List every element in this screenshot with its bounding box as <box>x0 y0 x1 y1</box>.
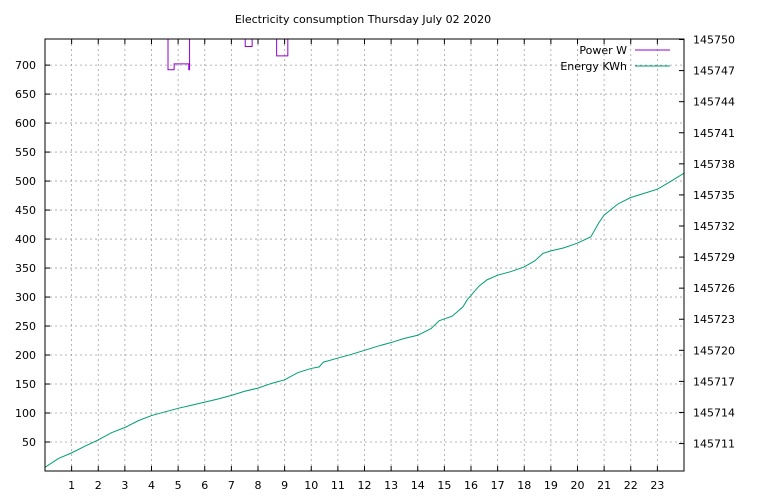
legend-label: Power W <box>579 44 627 57</box>
y-right-tick-label: 145720 <box>693 344 735 357</box>
x-tick-label: 12 <box>358 479 372 492</box>
x-tick-label: 17 <box>491 479 505 492</box>
y-left-tick-label: 700 <box>15 59 36 72</box>
chart-title: Electricity consumption Thursday July 02… <box>235 13 491 26</box>
y-left-tick-label: 350 <box>15 262 36 275</box>
x-tick-label: 1 <box>68 479 75 492</box>
y-left-tick-label: 500 <box>15 175 36 188</box>
y-left-tick-label: 400 <box>15 233 36 246</box>
y-left-tick-label: 50 <box>22 436 36 449</box>
y-right-tick-label: 145723 <box>693 313 735 326</box>
y-right-tick-label: 145729 <box>693 251 735 264</box>
y-right-tick-label: 145732 <box>693 220 735 233</box>
y-left-tick-label: 250 <box>15 320 36 333</box>
y-right-tick-label: 145744 <box>693 96 735 109</box>
x-tick-label: 10 <box>304 479 318 492</box>
y-right-tick-label: 145747 <box>693 65 735 78</box>
x-tick-label: 15 <box>437 479 451 492</box>
y-left-tick-label: 550 <box>15 146 36 159</box>
x-tick-label: 22 <box>624 479 638 492</box>
x-tick-label: 11 <box>331 479 345 492</box>
y-left-tick-label: 300 <box>15 291 36 304</box>
grid <box>45 39 684 471</box>
y-left-tick-label: 450 <box>15 204 36 217</box>
series-line-energy-kwh <box>45 172 684 468</box>
x-tick-label: 18 <box>517 479 531 492</box>
y-right-tick-label: 145738 <box>693 158 735 171</box>
x-tick-label: 9 <box>281 479 288 492</box>
y-right-tick-label: 145750 <box>693 34 735 47</box>
y-right-tick-label: 145726 <box>693 282 735 295</box>
x-tick-label: 2 <box>95 479 102 492</box>
y-right-tick-label: 145741 <box>693 127 735 140</box>
series-line-power-w <box>167 39 289 71</box>
series <box>45 39 684 468</box>
y-left-tick-label: 600 <box>15 117 36 130</box>
legend-label: Energy KWh <box>560 60 627 73</box>
x-tick-label: 14 <box>411 479 425 492</box>
axis-ticks: 1 2 3 4 5 6 7 8 9 10 11 12 13 14 15 16 17 18 19 20 21 22 23501… <box>15 34 735 492</box>
x-tick-label: 5 <box>175 479 182 492</box>
y-right-tick-label: 145717 <box>693 375 735 388</box>
legend: Power W Energy KWh <box>560 44 670 73</box>
x-tick-label: 16 <box>464 479 478 492</box>
x-tick-label: 3 <box>121 479 128 492</box>
x-tick-label: 19 <box>544 479 558 492</box>
x-tick-label: 4 <box>148 479 155 492</box>
x-tick-label: 7 <box>228 479 235 492</box>
y-left-tick-label: 650 <box>15 88 36 101</box>
x-tick-label: 20 <box>571 479 585 492</box>
y-right-tick-label: 145735 <box>693 189 735 202</box>
y-right-tick-label: 145711 <box>693 438 735 451</box>
x-tick-label: 13 <box>384 479 398 492</box>
x-tick-label: 21 <box>597 479 611 492</box>
y-left-tick-label: 100 <box>15 407 36 420</box>
y-left-tick-label: 200 <box>15 349 36 362</box>
y-left-tick-label: 150 <box>15 378 36 391</box>
y-right-tick-label: 145714 <box>693 406 735 419</box>
x-tick-label: 8 <box>255 479 262 492</box>
x-tick-label: 23 <box>650 479 664 492</box>
x-tick-label: 6 <box>201 479 208 492</box>
